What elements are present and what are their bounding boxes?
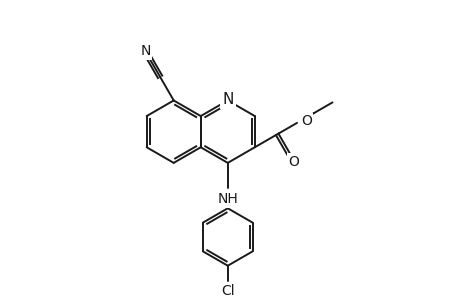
Text: Cl: Cl: [220, 284, 234, 298]
Text: N: N: [140, 44, 150, 58]
Text: N: N: [222, 92, 233, 107]
Text: NH: NH: [217, 192, 238, 206]
Text: O: O: [300, 114, 311, 128]
Text: O: O: [287, 155, 298, 169]
